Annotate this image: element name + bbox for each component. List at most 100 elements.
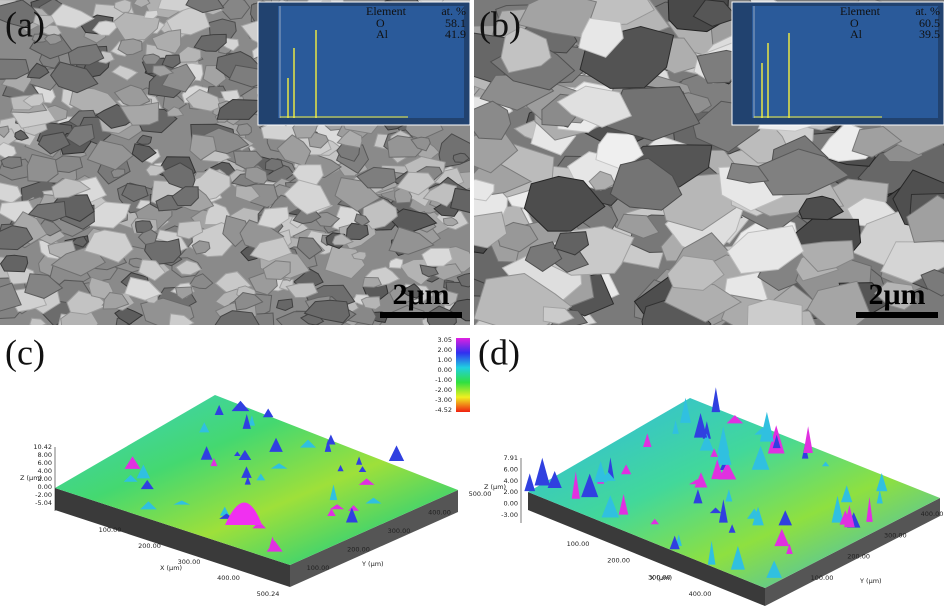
- peak: [337, 464, 344, 472]
- peak: [803, 426, 813, 454]
- surface: [524, 387, 940, 588]
- grain: [664, 282, 743, 323]
- peak: [709, 507, 722, 514]
- grain: [171, 186, 199, 207]
- x-tick-label: 200.00: [138, 542, 161, 550]
- peak: [225, 502, 262, 525]
- grain: [851, 125, 903, 158]
- peak: [388, 445, 405, 461]
- peak: [219, 506, 230, 516]
- panel-label: (c): [5, 332, 45, 372]
- peak: [242, 413, 251, 429]
- x-tick-label: 400.00: [217, 574, 240, 582]
- peak: [725, 489, 733, 502]
- peak: [199, 422, 210, 433]
- eds-header: at. %: [915, 4, 940, 18]
- peak: [730, 545, 745, 570]
- grain: [92, 20, 118, 36]
- grain: [244, 166, 268, 185]
- z-tick-label: 4.00: [504, 477, 518, 485]
- grain: [296, 236, 323, 260]
- peak: [689, 479, 706, 485]
- peak: [728, 524, 736, 533]
- peak: [238, 449, 252, 461]
- peak: [751, 445, 770, 470]
- peak: [329, 484, 338, 501]
- peak: [173, 500, 191, 505]
- peak: [248, 415, 255, 426]
- grain: [388, 226, 435, 255]
- y-tick-label: 500.00: [469, 490, 492, 498]
- grain: [22, 93, 45, 108]
- grain: [283, 179, 332, 215]
- scale-bar-label: 2μm: [393, 278, 450, 311]
- grain: [173, 45, 202, 63]
- grain: [422, 182, 457, 207]
- grain: [616, 213, 660, 239]
- grain: [360, 296, 382, 310]
- scale-bar-label: 2μm: [869, 278, 926, 311]
- grain: [67, 43, 105, 66]
- peak: [710, 448, 718, 457]
- grain: [331, 233, 354, 246]
- grain: [410, 136, 431, 152]
- grain: [189, 133, 217, 161]
- grain: [421, 247, 453, 267]
- grain: [124, 276, 163, 301]
- grain: [351, 250, 367, 261]
- grain: [303, 299, 351, 324]
- peak: [210, 458, 218, 467]
- y-tick-label: 100.00: [811, 574, 834, 582]
- peak: [717, 426, 730, 454]
- colorbar-label: -1.00: [435, 376, 452, 384]
- grain: [249, 236, 293, 262]
- grain: [500, 26, 552, 74]
- grain: [389, 257, 404, 269]
- grain: [450, 187, 470, 214]
- peak: [718, 461, 737, 480]
- eds-value: 39.5: [919, 27, 940, 41]
- peak: [650, 518, 659, 525]
- grain: [188, 273, 214, 290]
- grain: [110, 168, 126, 179]
- grain: [14, 129, 30, 141]
- z-tick-label: -3.00: [501, 511, 518, 519]
- grain: [874, 281, 918, 311]
- grain: [0, 58, 30, 80]
- grain: [27, 200, 67, 222]
- grain: [168, 313, 195, 325]
- z-tick-label: 4.00: [38, 467, 52, 475]
- z-tick-label: 10.42: [33, 443, 52, 451]
- grain: [234, 291, 264, 311]
- grain: [692, 0, 739, 27]
- peak: [270, 463, 288, 469]
- peak: [123, 474, 138, 482]
- z-axis-label: Z (μm): [20, 474, 42, 482]
- peak: [680, 397, 691, 423]
- y-tick-label: 200.00: [347, 546, 370, 554]
- z-tick-label: 0.00: [504, 500, 518, 508]
- grain: [193, 33, 227, 52]
- grain: [262, 260, 291, 280]
- grain: [234, 185, 261, 203]
- grain: [354, 213, 371, 227]
- grain: [275, 298, 294, 312]
- grain: [24, 273, 64, 299]
- surface-top: [528, 398, 940, 588]
- peak: [581, 473, 599, 498]
- eds-value: 60.5: [919, 16, 940, 30]
- peak: [234, 451, 241, 457]
- peak: [866, 496, 873, 522]
- grain: [102, 291, 130, 310]
- grain: [0, 156, 23, 170]
- peak: [200, 446, 213, 460]
- grain: [0, 254, 29, 273]
- scale-bar: [856, 312, 938, 318]
- z-tick-label: -2.00: [35, 491, 52, 499]
- grain: [132, 0, 151, 9]
- z-tick-label: 0.00: [38, 483, 52, 491]
- y-tick-label: 300.00: [388, 527, 411, 535]
- peak: [231, 400, 250, 412]
- peak: [124, 456, 141, 469]
